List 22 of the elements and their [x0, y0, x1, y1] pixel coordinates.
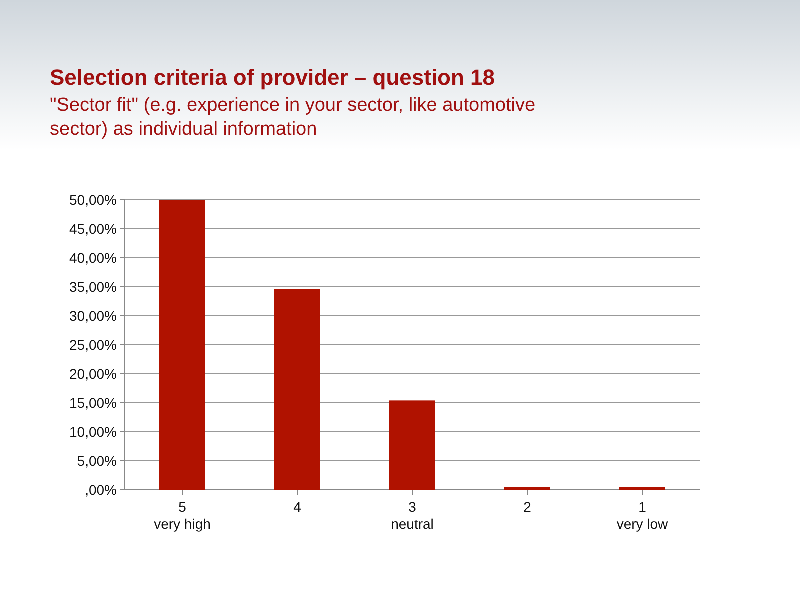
- y-tick-label: ,00%: [85, 482, 117, 498]
- y-tick-label: 30,00%: [70, 308, 117, 324]
- y-tick-label: 40,00%: [70, 250, 117, 266]
- x-tick-label: 1 very low: [616, 499, 670, 532]
- y-tick-label: 20,00%: [70, 366, 117, 382]
- y-tick-label: 10,00%: [70, 424, 117, 440]
- bar: [504, 487, 550, 490]
- bar: [160, 200, 206, 490]
- y-tick-label: 5,00%: [77, 452, 117, 469]
- x-tick-label: 2: [524, 499, 532, 515]
- bar: [620, 487, 666, 490]
- chart-subtitle: "Sector fit" (e.g. experience in your sector, like automotive sector) as individual information: [50, 95, 536, 140]
- y-tick-label: 45,00%: [70, 220, 117, 237]
- y-tick-label: 35,00%: [70, 278, 117, 295]
- x-tick-label: 3 neutral: [391, 499, 434, 532]
- y-tick-label: 25,00%: [70, 336, 117, 353]
- x-tick-label: 5 very high: [154, 499, 211, 532]
- chart-title: Selection criteria of provider – question 18: [50, 65, 496, 90]
- y-tick-label: 50,00%: [70, 192, 117, 208]
- x-tick-label: 4: [294, 499, 302, 515]
- y-tick-label: 15,00%: [70, 394, 117, 411]
- bar: [274, 289, 320, 490]
